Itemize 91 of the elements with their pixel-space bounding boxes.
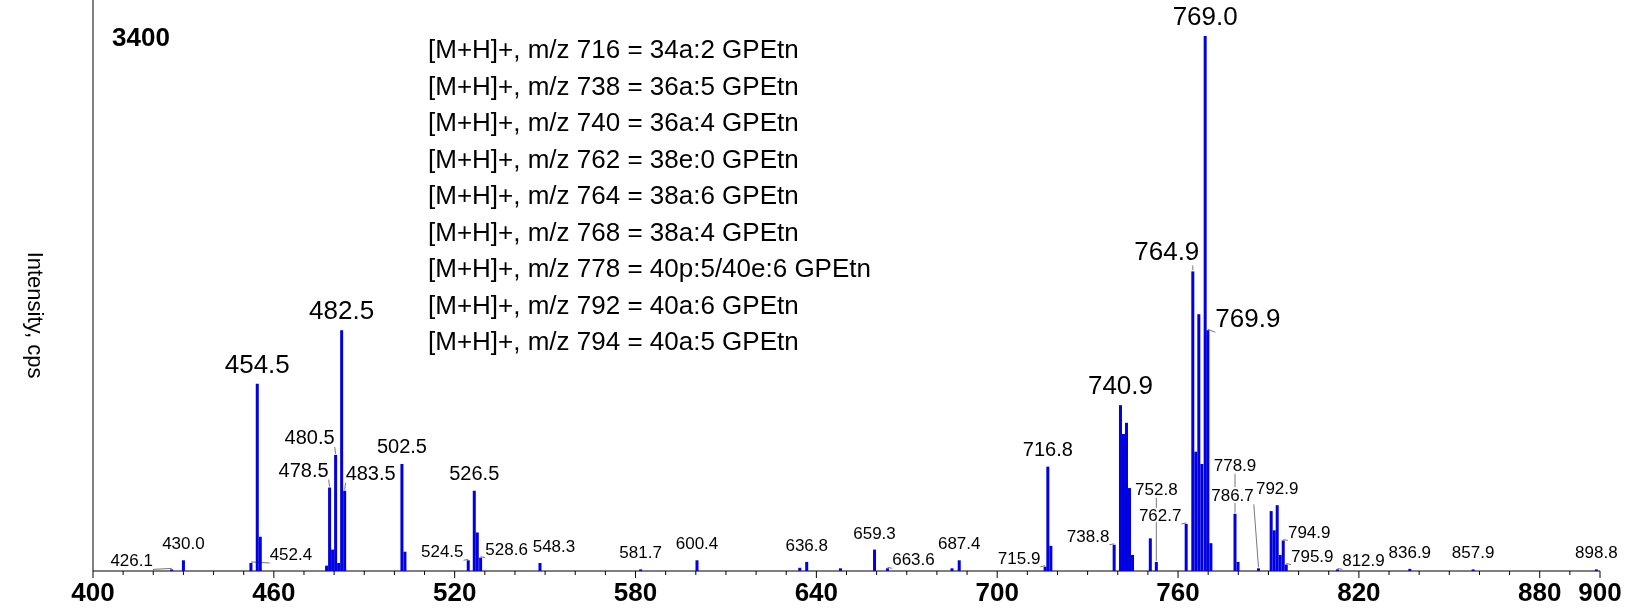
bar (249, 562, 253, 571)
bar (340, 330, 344, 571)
annotation: [M+H]+, m/z 716 = 34a:2 GPEtn (428, 34, 799, 64)
bar (1112, 544, 1116, 571)
annotation: 452.4 (269, 544, 313, 564)
x-tick-label: 880 (1518, 577, 1562, 607)
annotation: 738.8 (1066, 526, 1110, 546)
x-tick-label: 820 (1337, 577, 1381, 607)
annotation: 687.4 (937, 534, 981, 554)
annotation: 769.9 (1215, 303, 1281, 334)
bar (334, 454, 338, 571)
annotation: 478.5 (278, 458, 329, 481)
x-tick-label: 640 (794, 577, 839, 607)
annotation: 769.0 (1172, 1, 1238, 31)
bar (181, 560, 185, 571)
annotation: 480.5 (284, 425, 335, 448)
x-tick-label: 580 (613, 577, 658, 607)
annotation: 778.9 (1213, 455, 1257, 475)
bar (328, 487, 332, 571)
x-tick-label: 700 (975, 577, 1019, 607)
annotation: 794.9 (1287, 522, 1331, 542)
bar (1281, 540, 1285, 571)
bar (950, 568, 954, 571)
annotation: [M+H]+, m/z 794 = 40a:5 GPEtn (428, 326, 799, 356)
annotation: 792.9 (1255, 479, 1299, 499)
annotation: 3400 (112, 22, 170, 52)
annotation: 786.7 (1211, 486, 1254, 506)
bar (1118, 405, 1122, 571)
annotation: [M+H]+, m/z 764 = 38a:6 GPEtn (428, 180, 799, 210)
bar (885, 568, 889, 571)
annotation: 581.7 (619, 543, 662, 563)
annotation: [M+H]+, m/z 762 = 38e:0 GPEtn (428, 143, 799, 174)
bar (695, 560, 699, 571)
annotation: 636.8 (785, 535, 828, 555)
bar (1191, 271, 1195, 571)
annotation: 836.9 (1388, 542, 1432, 562)
bar (538, 562, 542, 571)
annotation: 812.9 (1342, 551, 1385, 571)
annotation: 454.5 (224, 348, 290, 379)
bar (1269, 511, 1273, 571)
annotation: 740.9 (1087, 370, 1154, 401)
bar (400, 464, 404, 571)
annotation: 528.6 (485, 539, 528, 559)
annotation: 526.5 (449, 461, 500, 484)
annotation: 524.5 (420, 542, 464, 562)
bar (1184, 523, 1188, 571)
annotation: 502.5 (376, 435, 427, 457)
bar (466, 560, 470, 571)
annotation: [M+H]+, m/z 792 = 40a:6 GPEtn (428, 289, 799, 320)
annotation: 659.3 (853, 523, 896, 543)
y-axis-title: Intensity, cps (23, 251, 48, 379)
bar (1148, 538, 1152, 571)
x-tick-label: 460 (252, 577, 296, 607)
bar (1257, 568, 1261, 571)
bar (1046, 466, 1050, 571)
x-tick-label: 900 (1578, 577, 1622, 607)
bar (1275, 505, 1279, 571)
annotation: 716.8 (1022, 437, 1073, 460)
bar (957, 560, 961, 571)
bar (798, 567, 802, 571)
bar (472, 490, 476, 571)
annotation: 548.3 (532, 536, 576, 556)
annotation: 752.8 (1135, 479, 1178, 499)
annotation: 483.5 (345, 461, 396, 484)
bar (1125, 422, 1128, 571)
annotation: 600.4 (675, 534, 719, 554)
annotation: 663.6 (892, 550, 935, 570)
annotation: 426.1 (110, 551, 153, 571)
annotation: 762.7 (1138, 505, 1182, 525)
annotation: 857.9 (1451, 543, 1495, 563)
x-tick-label: 760 (1156, 577, 1200, 607)
x-tick-label: 520 (432, 577, 477, 607)
annotation: 715.9 (997, 548, 1041, 568)
annotation: 764.9 (1134, 236, 1200, 267)
annotation: 795.9 (1290, 546, 1334, 566)
bar (1408, 568, 1412, 571)
annotation: [M+H]+, m/z 740 = 36a:4 GPEtn (428, 107, 799, 137)
bar (255, 383, 259, 571)
annotation: 430.0 (162, 534, 205, 554)
annotation: 482.5 (309, 295, 375, 326)
bar (1154, 561, 1158, 571)
x-tick-label: 400 (71, 577, 115, 607)
annotation: [M+H]+, m/z 768 = 38a:4 GPEtn (428, 216, 799, 247)
annotation: [M+H]+, m/z 738 = 36a:5 GPEtn (428, 70, 799, 101)
bar (838, 568, 842, 571)
annotation: [M+H]+, m/z 778 = 40p:5/40e:6 GPEtn (428, 253, 871, 283)
bar (873, 549, 877, 571)
bar (1197, 314, 1201, 571)
annotation: 898.8 (1575, 543, 1618, 563)
bar (805, 561, 809, 571)
bar (1233, 513, 1237, 571)
